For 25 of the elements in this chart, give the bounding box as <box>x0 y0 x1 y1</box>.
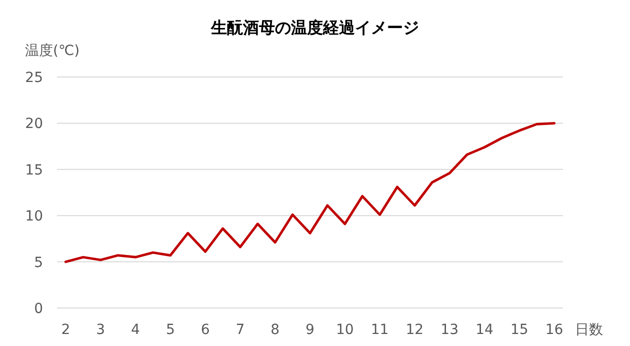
y-tick-label: 0 <box>34 301 43 317</box>
x-tick-label: 7 <box>236 322 245 338</box>
x-tick-label: 15 <box>510 322 528 338</box>
x-axis-title: 日数 <box>575 322 603 338</box>
x-tick-label: 12 <box>406 322 424 338</box>
x-tick-label: 6 <box>200 322 210 338</box>
x-tick-label: 8 <box>270 322 280 338</box>
x-tick-label: 11 <box>370 322 389 338</box>
x-tick-label: 3 <box>96 322 106 338</box>
x-tick-label: 5 <box>166 322 175 338</box>
y-tick-label: 5 <box>34 254 43 271</box>
line-series <box>64 122 556 264</box>
x-tick-label: 10 <box>336 322 354 338</box>
x-tick-label: 16 <box>545 322 564 338</box>
y-axis-title: 温度(℃) <box>25 43 80 59</box>
chart-title: 生酛酒母の温度経過イメージ <box>210 18 419 37</box>
y-tick-label: 15 <box>25 162 43 178</box>
x-tick-label: 4 <box>131 322 140 338</box>
y-tick-label: 10 <box>25 208 43 225</box>
x-tick-label: 14 <box>476 322 494 338</box>
x-tick-label: 2 <box>61 322 70 338</box>
x-tick-label: 9 <box>306 322 314 338</box>
x-tick-label: 13 <box>440 322 458 338</box>
y-tick-label: 20 <box>25 116 43 132</box>
y-tick-label: 25 <box>25 70 43 86</box>
